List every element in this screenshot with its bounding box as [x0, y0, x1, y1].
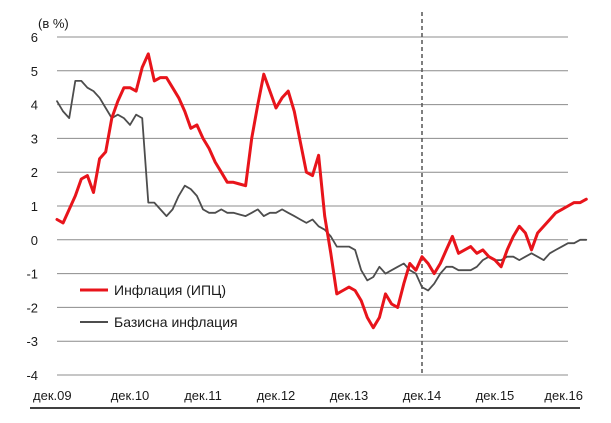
y-tick-label: -4: [26, 368, 38, 383]
x-tick-label: дек.13: [330, 388, 369, 403]
series-line-1: [56, 80, 588, 292]
x-tick-label: дек.09: [33, 388, 72, 403]
y-tick-label: -2: [26, 300, 38, 315]
y-tick-label: 6: [31, 30, 38, 45]
y-tick-label: 1: [31, 199, 38, 214]
legend: Инфлация (ИПЦ) Базисна инфлация: [80, 282, 238, 330]
y-unit-label: (в %): [38, 16, 69, 31]
series-line-0: [55, 52, 588, 330]
x-tick-label: дек.11: [184, 388, 222, 403]
y-tick-label: 4: [31, 98, 38, 113]
x-tick-label: дек.16: [544, 388, 583, 403]
y-tick-label: 0: [31, 233, 38, 248]
y-tick-label: 5: [31, 64, 38, 79]
legend-label-0: Инфлация (ИПЦ): [114, 282, 226, 298]
legend-label-1: Базисна инфлация: [114, 314, 238, 330]
x-tick-label: дек.12: [257, 388, 296, 403]
x-tick-label: дек.15: [476, 388, 515, 403]
y-tick-label: 2: [31, 165, 38, 180]
y-tick-labels: 6 5 4 3 2 1 0 -1 -2 -3 -4: [26, 30, 38, 383]
y-tick-label: -1: [26, 267, 38, 282]
y-tick-label: -3: [26, 334, 38, 349]
x-tick-label: дек.14: [403, 388, 442, 403]
x-tick-label: дек.10: [111, 388, 150, 403]
series-lines: [55, 52, 588, 330]
x-tick-labels: дек.09 дек.10 дек.11 дек.12 дек.13 дек.14 дек.…: [33, 388, 583, 403]
y-tick-label: 3: [31, 131, 38, 146]
